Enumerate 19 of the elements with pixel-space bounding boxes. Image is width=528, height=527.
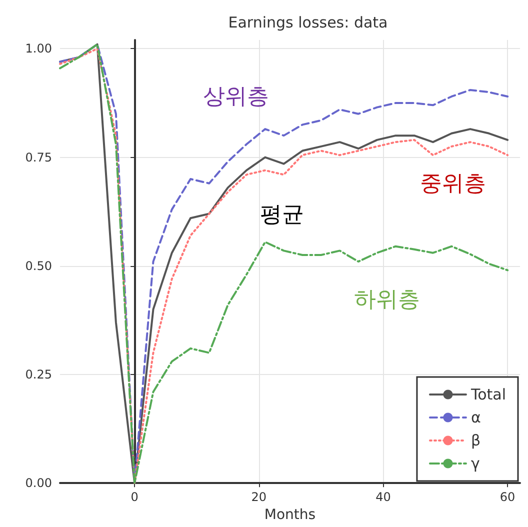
legend-label: α: [470, 408, 481, 426]
x-axis-title: Months: [264, 507, 316, 523]
x-tick-label: 0: [130, 490, 138, 504]
y-tick-label: 0.50: [25, 258, 52, 273]
y-tick-label: 0.25: [25, 367, 52, 382]
x-tick-label: 40: [376, 490, 391, 504]
annotation: 하위층: [354, 288, 420, 312]
annotation: 평균: [260, 202, 304, 228]
x-tick-label: 20: [251, 490, 267, 504]
x-tick-label: 60: [500, 490, 516, 504]
annotation: 상위층: [203, 84, 269, 110]
legend-label: γ: [470, 454, 480, 472]
chart-title: Earnings losses: data: [228, 14, 388, 32]
y-tick-label: 0.00: [25, 476, 52, 490]
legend-label: β: [470, 432, 481, 450]
legend-label: Total: [470, 386, 506, 404]
y-tick-label: 1.00: [25, 42, 52, 56]
y-tick-label: 0.75: [25, 150, 52, 164]
annotation: 중위층: [420, 172, 486, 196]
